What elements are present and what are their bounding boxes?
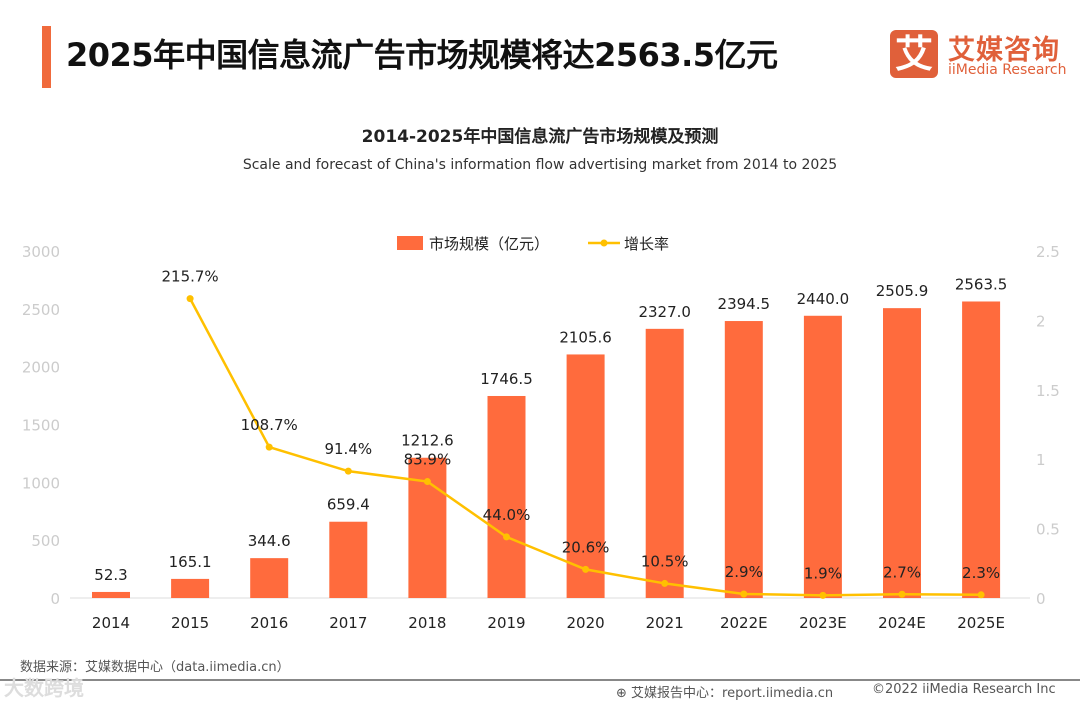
left-axis-tick: 2000 — [22, 359, 60, 377]
divider — [0, 679, 1080, 681]
growth-value-label: 20.6% — [562, 538, 610, 556]
left-axis-tick: 3000 — [22, 243, 60, 261]
bar-value-label: 2563.5 — [955, 275, 1008, 293]
x-axis-tick: 2014 — [92, 614, 130, 632]
growth-value-label: 2.7% — [883, 563, 921, 581]
copyright: ©2022 iiMedia Research Inc — [872, 682, 1056, 697]
left-axis-tick: 0 — [50, 590, 60, 608]
chart-title: 2014-2025年中国信息流广告市场规模及预测 — [361, 127, 719, 147]
x-axis-tick: 2016 — [250, 614, 288, 632]
growth-value-label: 215.7% — [161, 268, 218, 286]
bar-value-label: 659.4 — [327, 496, 370, 514]
bar-value-label: 2440.0 — [797, 290, 850, 308]
chart-subtitle: Scale and forecast of China's informatio… — [242, 157, 838, 173]
x-axis-tick: 2025E — [957, 614, 1005, 632]
x-axis-tick: 2019 — [487, 614, 525, 632]
bar-value-label: 344.6 — [248, 532, 291, 550]
report-link-text[interactable]: 艾媒报告中心：report.iimedia.cn — [631, 686, 834, 701]
bar-value-label: 52.3 — [94, 566, 127, 584]
growth-point — [582, 565, 590, 573]
growth-point — [977, 591, 985, 599]
growth-point — [186, 295, 194, 303]
bar-value-label: 2327.0 — [638, 303, 691, 321]
right-axis-tick: 0.5 — [1036, 521, 1060, 539]
report-link[interactable]: ⊕ 艾媒报告中心：report.iimedia.cn — [616, 686, 834, 701]
growth-point — [819, 591, 827, 599]
right-axis-tick: 2 — [1036, 312, 1046, 330]
left-axis-tick: 2500 — [22, 301, 60, 319]
bar — [803, 315, 842, 598]
bar — [724, 321, 763, 598]
logo-text-cn: 艾媒咨询 — [948, 35, 1060, 66]
bar — [566, 354, 605, 598]
growth-point — [661, 579, 669, 587]
bar — [962, 301, 1001, 598]
bar-value-label: 2505.9 — [876, 282, 929, 300]
bar-value-label: 2105.6 — [559, 328, 612, 346]
legend-bar-label: 市场规模（亿元） — [429, 235, 549, 253]
left-axis-tick: 1500 — [22, 417, 60, 435]
bar-value-label: 1746.5 — [480, 370, 533, 388]
right-axis-tick: 1.5 — [1036, 382, 1060, 400]
growth-point — [344, 467, 352, 475]
right-axis-tick: 2.5 — [1036, 243, 1060, 261]
bar — [92, 591, 130, 598]
bar — [883, 308, 921, 598]
left-axis-tick: 500 — [31, 532, 60, 550]
logo-icon: 艾 — [890, 30, 938, 78]
legend-line-marker — [600, 239, 608, 247]
title-accent-bar — [42, 26, 51, 88]
growth-point — [898, 590, 906, 598]
logo-text-en: iiMedia Research — [948, 62, 1067, 78]
right-axis-tick: 0 — [1036, 590, 1046, 608]
growth-value-label: 2.3% — [962, 564, 1000, 582]
right-axis-tick: 1 — [1036, 451, 1046, 469]
growth-value-label: 44.0% — [483, 506, 531, 524]
growth-point — [503, 533, 510, 541]
growth-value-label: 1.9% — [804, 564, 842, 582]
x-axis-tick: 2024E — [878, 614, 926, 632]
x-axis-tick: 2018 — [408, 614, 446, 632]
growth-value-label: 2.9% — [725, 563, 763, 581]
watermark: 大数跨境 — [4, 676, 84, 700]
legend: 市场规模（亿元） 增长率 — [397, 235, 669, 253]
bar-value-label: 1212.6 — [401, 432, 454, 450]
legend-bar-swatch — [397, 236, 423, 250]
bar — [645, 328, 684, 598]
growth-value-label: 83.9% — [404, 451, 452, 469]
growth-point — [423, 478, 431, 486]
bar — [487, 395, 526, 598]
x-axis-tick: 2017 — [329, 614, 367, 632]
page-title: 2025年中国信息流广告市场规模将达2563.5亿元 — [66, 36, 778, 74]
x-axis-tick: 2020 — [567, 614, 605, 632]
left-axis-tick: 1000 — [22, 474, 60, 492]
x-axis-tick: 2015 — [171, 614, 209, 632]
growth-value-label: 91.4% — [324, 440, 372, 458]
bar-value-label: 165.1 — [169, 553, 212, 571]
bar — [250, 558, 289, 598]
x-axis-tick: 2021 — [646, 614, 684, 632]
x-axis-tick: 2022E — [720, 614, 768, 632]
bar — [329, 521, 368, 598]
growth-point — [265, 443, 273, 451]
growth-value-label: 108.7% — [241, 416, 298, 434]
legend-line-label: 增长率 — [624, 235, 669, 253]
data-source: 数据来源：艾媒数据中心（data.iimedia.cn） — [20, 660, 290, 675]
bar — [171, 578, 210, 598]
growth-point — [740, 590, 748, 598]
bar-value-label: 2394.5 — [718, 295, 771, 313]
x-axis-tick: 2023E — [799, 614, 847, 632]
growth-value-label: 10.5% — [641, 552, 689, 570]
